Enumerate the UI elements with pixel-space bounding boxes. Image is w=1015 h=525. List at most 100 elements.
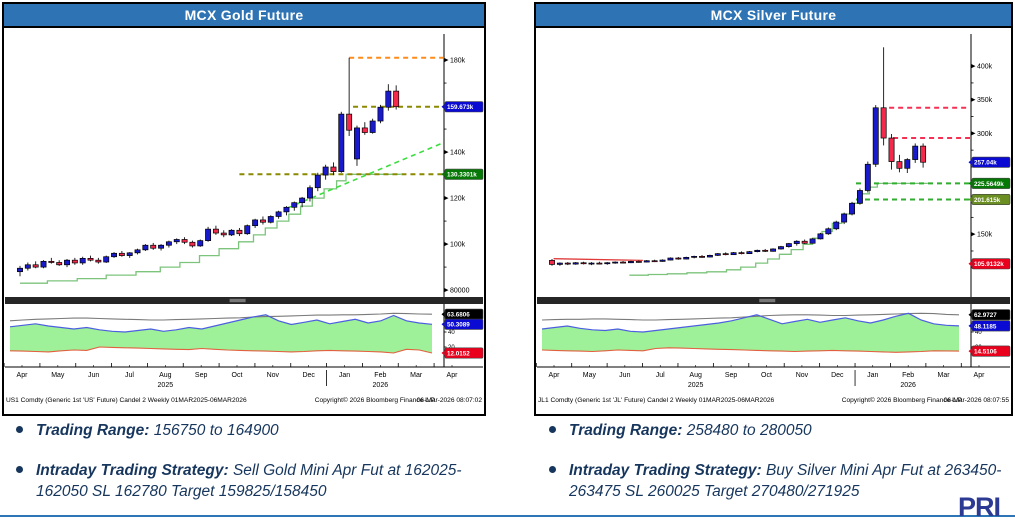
gold-chart-title: MCX Gold Future (4, 4, 484, 28)
svg-text:Sep: Sep (725, 372, 738, 379)
svg-text:Jan: Jan (867, 372, 878, 379)
svg-text:120k: 120k (450, 196, 466, 203)
svg-text:48.1185: 48.1185 (974, 323, 997, 330)
svg-text:06-Mar-2026 08:07:02: 06-Mar-2026 08:07:02 (417, 397, 483, 404)
strategy-label: Intraday Trading Strategy: (36, 462, 229, 479)
strategy-value: Buy Silver Mini Apr Fut at 263450-263475… (569, 462, 1002, 500)
svg-text:Jan: Jan (339, 372, 350, 379)
svg-text:62.9727: 62.9727 (974, 312, 997, 319)
svg-text:130.3301k: 130.3301k (447, 172, 477, 179)
svg-text:Oct: Oct (761, 372, 772, 379)
svg-text:2026: 2026 (373, 382, 389, 389)
indicator-gray-line (9, 312, 433, 322)
trailing-stop-line (20, 173, 401, 284)
svg-text:Jul: Jul (125, 372, 134, 379)
bullet-dot-icon (16, 426, 23, 433)
silver-notes-column: Trading Range: 258480 to 280050 Intraday… (543, 420, 1005, 521)
svg-text:300k: 300k (977, 131, 993, 138)
strategy-label: Intraday Trading Strategy: (569, 462, 762, 479)
svg-text:Dec: Dec (831, 372, 844, 379)
indicator-red-line (541, 347, 960, 353)
time-axis: Apr May Jun Jul Aug Sep Oct Nov Dec Jan Feb Mar Apr 2… (536, 363, 1010, 389)
svg-text:06-Mar-2026 08:07:55: 06-Mar-2026 08:07:55 (944, 397, 1010, 404)
svg-text:80000: 80000 (450, 288, 470, 295)
svg-text:JL1 Comdty (Generic 1st 'JL' F: JL1 Comdty (Generic 1st 'JL' Future) Can… (538, 397, 775, 404)
svg-text:40: 40 (448, 330, 455, 336)
svg-text:Apr: Apr (447, 372, 459, 379)
svg-text:Feb: Feb (374, 372, 386, 379)
svg-text:Jun: Jun (619, 372, 630, 379)
strategy-value: Sell Gold Mini Apr Fut at 162025-162050 … (36, 462, 462, 500)
svg-text:Aug: Aug (689, 372, 702, 379)
svg-text:350k: 350k (977, 97, 993, 104)
chart-footer: US1 Comdty (Generic 1st 'US' Future) Can… (6, 396, 482, 404)
bullet-dot-icon (549, 426, 556, 433)
svg-text:2025: 2025 (688, 382, 704, 389)
silver-chart-canvas: 400k 350k 300k 150k 257.04k 225.5649k 201.615k… (536, 28, 1011, 414)
trading-range-value: 156750 to 164900 (149, 422, 279, 439)
svg-text:Apr: Apr (974, 372, 986, 379)
trading-range-value: 258480 to 280050 (682, 422, 812, 439)
svg-text:63.6806: 63.6806 (447, 312, 470, 319)
svg-text:201.615k: 201.615k (974, 197, 1001, 204)
silver-strategy-bullet: Intraday Trading Strategy: Buy Silver Mi… (543, 460, 1005, 502)
indicator-blue-line (541, 312, 960, 333)
bullet-dot-icon (549, 466, 556, 473)
price-axis: 180k 140k 120k 100k 80000 (443, 34, 470, 367)
time-axis: Apr May Jun Jul Aug Sep Oct Nov Dec Jan Feb Mar Apr 2… (4, 363, 483, 389)
svg-text:Dec: Dec (302, 372, 315, 379)
broker-logo-partial: PRI (958, 492, 1001, 522)
trailing-stop-line (629, 182, 928, 276)
gold-chart-panel: MCX Gold Future 180k 140k 120k 100k 80000 159… (2, 2, 486, 416)
svg-text:Sep: Sep (195, 372, 208, 379)
indicator-red-line (9, 346, 433, 354)
svg-text:40: 40 (975, 330, 982, 336)
svg-text:Aug: Aug (159, 372, 172, 379)
candles-layer (549, 47, 927, 266)
svg-text:Copyright© 2026 Bloomberg Fina: Copyright© 2026 Bloomberg Finance L.P. (842, 396, 963, 404)
svg-text:Jul: Jul (656, 372, 665, 379)
price-badges: 159.673k 130.3301k (441, 101, 484, 180)
candles-layer (17, 57, 400, 277)
silver-chart-title: MCX Silver Future (536, 4, 1011, 28)
svg-text:12.0152: 12.0152 (447, 350, 470, 357)
trading-range-label: Trading Range: (569, 422, 683, 439)
svg-text:100k: 100k (450, 242, 466, 249)
svg-text:Oct: Oct (232, 372, 243, 379)
svg-text:159.673k: 159.673k (447, 104, 474, 111)
svg-text:50.3089: 50.3089 (447, 322, 470, 329)
svg-text:Nov: Nov (796, 372, 809, 379)
svg-text:May: May (51, 372, 65, 379)
footer-divider (0, 515, 1015, 517)
svg-text:Feb: Feb (902, 372, 914, 379)
svg-text:105.9132k: 105.9132k (974, 261, 1004, 268)
svg-text:Mar: Mar (938, 372, 951, 379)
price-badges: 257.04k 225.5649k 201.615k 105.9132k (968, 156, 1011, 270)
flat-average-line (553, 258, 643, 262)
svg-text:Copyright© 2026 Bloomberg Fina: Copyright© 2026 Bloomberg Finance L.P. (315, 396, 436, 404)
svg-text:2026: 2026 (900, 382, 916, 389)
gold-notes-column: Trading Range: 156750 to 164900 Intraday… (10, 420, 502, 521)
chart-footer: JL1 Comdty (Generic 1st 'JL' Future) Can… (538, 396, 1009, 404)
svg-text:180k: 180k (450, 58, 466, 65)
silver-chart-panel: MCX Silver Future 400k 350k 300k 150k 257.04… (534, 2, 1013, 416)
svg-text:Apr: Apr (17, 372, 29, 379)
svg-text:400k: 400k (977, 64, 993, 71)
svg-text:Jun: Jun (88, 372, 99, 379)
silver-trading-range-bullet: Trading Range: 258480 to 280050 (543, 420, 1005, 441)
gold-trading-range-bullet: Trading Range: 156750 to 164900 (10, 420, 502, 441)
indicator-blue-line (9, 314, 433, 333)
svg-text:May: May (583, 372, 597, 379)
trading-range-label: Trading Range: (36, 422, 150, 439)
svg-text:140k: 140k (450, 150, 466, 157)
svg-text:2025: 2025 (158, 382, 174, 389)
svg-text:Mar: Mar (410, 372, 423, 379)
svg-text:257.04k: 257.04k (974, 160, 997, 167)
svg-text:US1 Comdty (Generic 1st 'US' F: US1 Comdty (Generic 1st 'US' Future) Can… (6, 397, 247, 404)
svg-text:14.5106: 14.5106 (974, 349, 997, 356)
bullet-dot-icon (16, 466, 23, 473)
svg-text:Apr: Apr (549, 372, 561, 379)
gold-chart-canvas: 180k 140k 120k 100k 80000 159.673k 130.3301k 40… (4, 28, 484, 414)
